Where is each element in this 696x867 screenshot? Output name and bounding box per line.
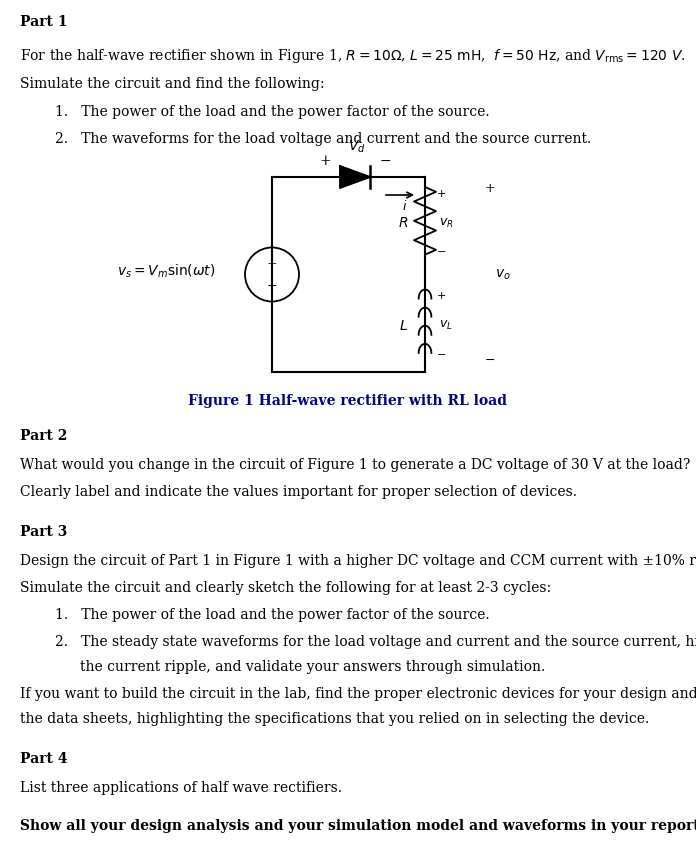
Text: +: + <box>437 291 446 302</box>
Text: +: + <box>267 258 277 271</box>
Polygon shape <box>340 166 370 188</box>
Text: $v_s = V_m \sin(\omega t)$: $v_s = V_m \sin(\omega t)$ <box>117 263 216 280</box>
Text: −: − <box>437 247 446 257</box>
Text: Part 3: Part 3 <box>20 525 68 539</box>
Text: −: − <box>484 354 496 367</box>
Text: $i$: $i$ <box>402 199 408 213</box>
Text: 2.   The waveforms for the load voltage and current and the source current.: 2. The waveforms for the load voltage an… <box>55 132 591 146</box>
Text: Part 2: Part 2 <box>20 429 68 443</box>
Text: $V_d$: $V_d$ <box>348 139 366 155</box>
Text: 2.   The steady state waveforms for the load voltage and current and the source : 2. The steady state waveforms for the lo… <box>55 635 696 649</box>
Text: −: − <box>267 280 277 293</box>
Text: $R$: $R$ <box>398 216 408 231</box>
Text: +: + <box>319 154 331 168</box>
Text: $L$: $L$ <box>399 319 407 333</box>
Text: Figure 1 Half-wave rectifier with RL load: Figure 1 Half-wave rectifier with RL loa… <box>189 394 507 408</box>
Text: 1.   The power of the load and the power factor of the source.: 1. The power of the load and the power f… <box>55 608 489 622</box>
Text: If you want to build the circuit in the lab, find the proper electronic devices : If you want to build the circuit in the … <box>20 687 696 701</box>
Text: the current ripple, and validate your answers through simulation.: the current ripple, and validate your an… <box>80 660 545 674</box>
Text: Part 4: Part 4 <box>20 752 68 766</box>
Text: 1.   The power of the load and the power factor of the source.: 1. The power of the load and the power f… <box>55 105 489 119</box>
Text: −: − <box>437 350 446 360</box>
Text: Part 1: Part 1 <box>20 15 68 29</box>
Text: Simulate the circuit and clearly sketch the following for at least 2-3 cycles:: Simulate the circuit and clearly sketch … <box>20 581 551 595</box>
Text: the data sheets, highlighting the specifications that you relied on in selecting: the data sheets, highlighting the specif… <box>20 712 649 726</box>
Text: $v_o$: $v_o$ <box>495 267 511 282</box>
Text: $v_L$: $v_L$ <box>439 319 452 332</box>
Text: $v_R$: $v_R$ <box>439 217 454 230</box>
Text: For the half-wave rectifier shown in Figure 1, $R = 10\Omega$, $L = 25\ \mathrm{: For the half-wave rectifier shown in Fig… <box>20 47 686 65</box>
Text: Simulate the circuit and find the following:: Simulate the circuit and find the follow… <box>20 77 324 91</box>
Text: What would you change in the circuit of Figure 1 to generate a DC voltage of 30 : What would you change in the circuit of … <box>20 458 690 472</box>
Text: −: − <box>379 154 391 168</box>
Text: +: + <box>437 189 446 199</box>
Text: Design the circuit of Part 1 in Figure 1 with a higher DC voltage and CCM curren: Design the circuit of Part 1 in Figure 1… <box>20 554 696 568</box>
Text: Show all your design analysis and your simulation model and waveforms in your re: Show all your design analysis and your s… <box>20 819 696 833</box>
Text: Clearly label and indicate the values important for proper selection of devices.: Clearly label and indicate the values im… <box>20 485 577 499</box>
Text: List three applications of half wave rectifiers.: List three applications of half wave rec… <box>20 781 342 795</box>
Text: +: + <box>484 182 496 195</box>
